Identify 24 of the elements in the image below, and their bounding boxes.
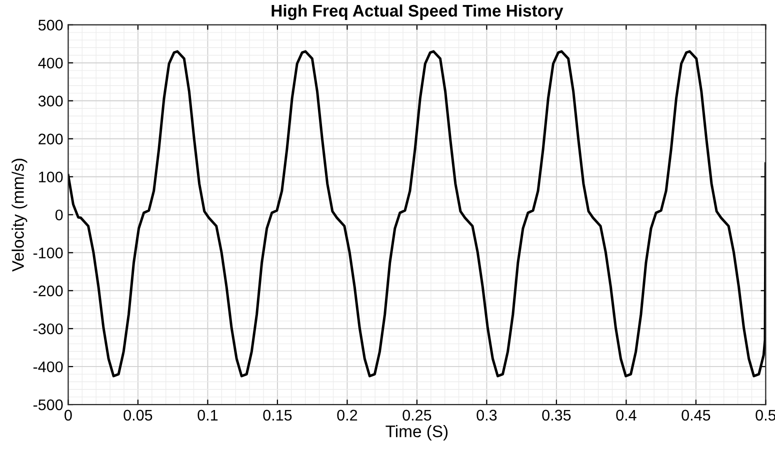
y-tick-label: 400 — [38, 58, 63, 69]
x-axis-title: Time (S) — [386, 425, 448, 441]
x-tick-label: 0 — [64, 410, 72, 421]
y-tick-label: -400 — [33, 361, 63, 372]
y-tick-label: 300 — [38, 96, 63, 106]
x-tick-label: 0.35 — [542, 410, 571, 421]
x-tick-label: 0.4 — [616, 410, 636, 421]
y-tick-label: 0 — [55, 210, 63, 220]
y-tick-label: -100 — [33, 248, 63, 258]
y-tick-label: 200 — [38, 134, 63, 144]
x-tick-label: 0.25 — [402, 410, 432, 421]
y-axis-title: Velocity (mm/s) — [12, 158, 28, 272]
chart-title: High Freq Actual Speed Time History — [272, 4, 564, 20]
x-tick-label: 0.2 — [337, 410, 358, 421]
y-tick-label: 100 — [39, 172, 63, 182]
y-tick-label: -300 — [33, 323, 63, 334]
x-tick-label: 0.15 — [263, 410, 292, 421]
x-tick-label: 0.05 — [124, 410, 152, 421]
x-tick-label: 0.45 — [682, 410, 710, 421]
x-tick-label: 0.3 — [476, 410, 497, 421]
x-tick-label: 0.1 — [198, 410, 218, 421]
y-tick-label: -500 — [33, 399, 63, 410]
y-tick-label: -200 — [33, 286, 63, 296]
y-tick-label: 500 — [38, 20, 63, 31]
